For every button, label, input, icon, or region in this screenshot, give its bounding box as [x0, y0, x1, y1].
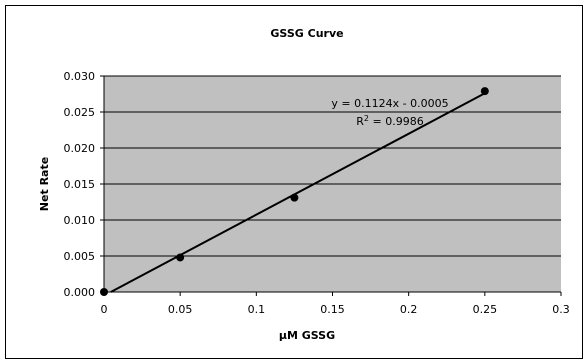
chart-title: GSSG Curve	[270, 27, 343, 40]
data-point	[176, 253, 185, 262]
y-tick-label: 0.025	[64, 106, 96, 119]
x-tick-label: 0.1	[248, 303, 266, 316]
trendline-r2: R2 = 0.9986	[356, 114, 423, 128]
x-tick-label: 0.2	[400, 303, 418, 316]
y-tick-label: 0.005	[64, 250, 96, 263]
data-point	[100, 288, 108, 296]
x-tick-label: 0.25	[473, 303, 498, 316]
data-point	[480, 87, 489, 96]
y-tick-label: 0.000	[64, 286, 96, 299]
trendline	[110, 92, 486, 293]
data-point	[290, 193, 299, 202]
r2-value: = 0.9986	[369, 115, 424, 128]
x-tick-label: 0.05	[168, 303, 193, 316]
x-tick-label: 0	[101, 303, 108, 316]
gridlines	[104, 75, 561, 257]
y-tick-label: 0.030	[64, 70, 96, 83]
y-tick-label: 0.020	[64, 142, 96, 155]
y-tick-label: 0.010	[64, 214, 96, 227]
x-tick-labels: 0 0.05 0.1 0.15 0.2 0.25 0.3	[101, 303, 570, 316]
x-tick-label: 0.15	[320, 303, 345, 316]
r2-label: R	[356, 115, 364, 128]
y-tick-labels: 0.000 0.005 0.010 0.015 0.020 0.025 0.030	[64, 70, 96, 299]
trendline-equation: y = 0.1124x - 0.0005	[331, 97, 448, 110]
data-points	[100, 87, 489, 296]
x-axis-title: µM GSSG	[279, 329, 335, 342]
y-tick-label: 0.015	[64, 178, 96, 191]
r2-superscript: 2	[364, 114, 369, 123]
y-axis-title: Net Rate	[38, 157, 51, 211]
x-tick-label: 0.3	[552, 303, 570, 316]
trendline-path	[110, 92, 486, 293]
